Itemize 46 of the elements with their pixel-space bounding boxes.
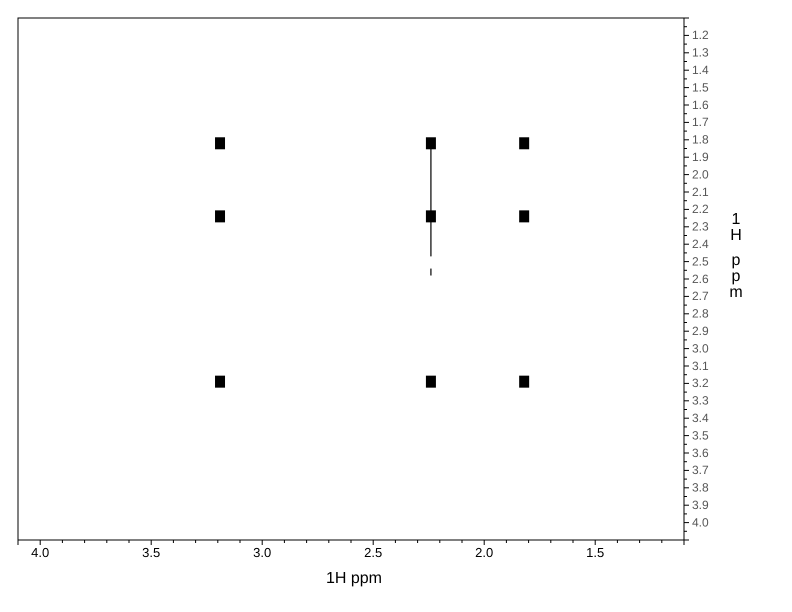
- y-tick-label: 3.1: [692, 358, 710, 373]
- x-tick-label: 3.0: [253, 545, 272, 560]
- point: [426, 210, 436, 222]
- y-tick-label: 3.3: [692, 394, 710, 408]
- y-tick-label: 2.6: [692, 272, 710, 286]
- y-tick-label: 2.3: [692, 220, 710, 234]
- y-tick-label: 3.2: [692, 376, 710, 390]
- y-tick-label: 3.6: [692, 446, 710, 460]
- y-tick-label: 3.5: [692, 428, 710, 442]
- point: [215, 137, 226, 150]
- y-tick-label: 3.9: [692, 498, 710, 512]
- y-tick-label: 3.0: [692, 341, 710, 356]
- y-tick-label: 1.6: [692, 98, 710, 112]
- x-tick-label: 2.5: [364, 545, 382, 560]
- point: [519, 137, 530, 150]
- y-tick-label: 4.0: [692, 515, 710, 530]
- y-tick-label: 3.7: [692, 463, 710, 478]
- y-tick-label: 3.8: [692, 480, 710, 495]
- y-tick-label: 2.7: [692, 289, 710, 304]
- y-tick-label: 1.9: [692, 150, 710, 164]
- y-tick-label: 2.2: [692, 202, 710, 216]
- point: [215, 376, 226, 388]
- y-tick-label: 1.2: [692, 28, 710, 42]
- x-tick-label: 3.5: [142, 545, 160, 560]
- y-tick-label: 1.8: [692, 132, 710, 147]
- y-tick-label: 2.0: [692, 167, 710, 182]
- point: [215, 210, 226, 222]
- y-tick-label: 2.9: [692, 324, 710, 338]
- y-tick-label: 1.4: [692, 63, 710, 78]
- x-tick-label: 1.5: [586, 545, 604, 560]
- point: [426, 137, 436, 150]
- y-tick-label: 2.4: [692, 237, 710, 252]
- y-tick-label: 2.8: [692, 306, 710, 321]
- y-tick-label: 2.5: [692, 254, 710, 268]
- point: [426, 376, 436, 388]
- y-tick-label: 1.7: [692, 115, 710, 130]
- x-tick-label: 4.0: [31, 545, 50, 560]
- y-tick-label: 3.4: [692, 411, 710, 426]
- y-tick-label: 2.1: [692, 184, 710, 199]
- y-tick-label: 1.3: [692, 46, 710, 60]
- point: [519, 210, 530, 222]
- y-axis-title: 1H ppm: [729, 211, 743, 301]
- x-axis-title: 1H ppm: [326, 570, 382, 587]
- point: [519, 376, 530, 388]
- y-tick-label: 1.5: [692, 80, 710, 94]
- x-tick-label: 2.0: [475, 545, 494, 560]
